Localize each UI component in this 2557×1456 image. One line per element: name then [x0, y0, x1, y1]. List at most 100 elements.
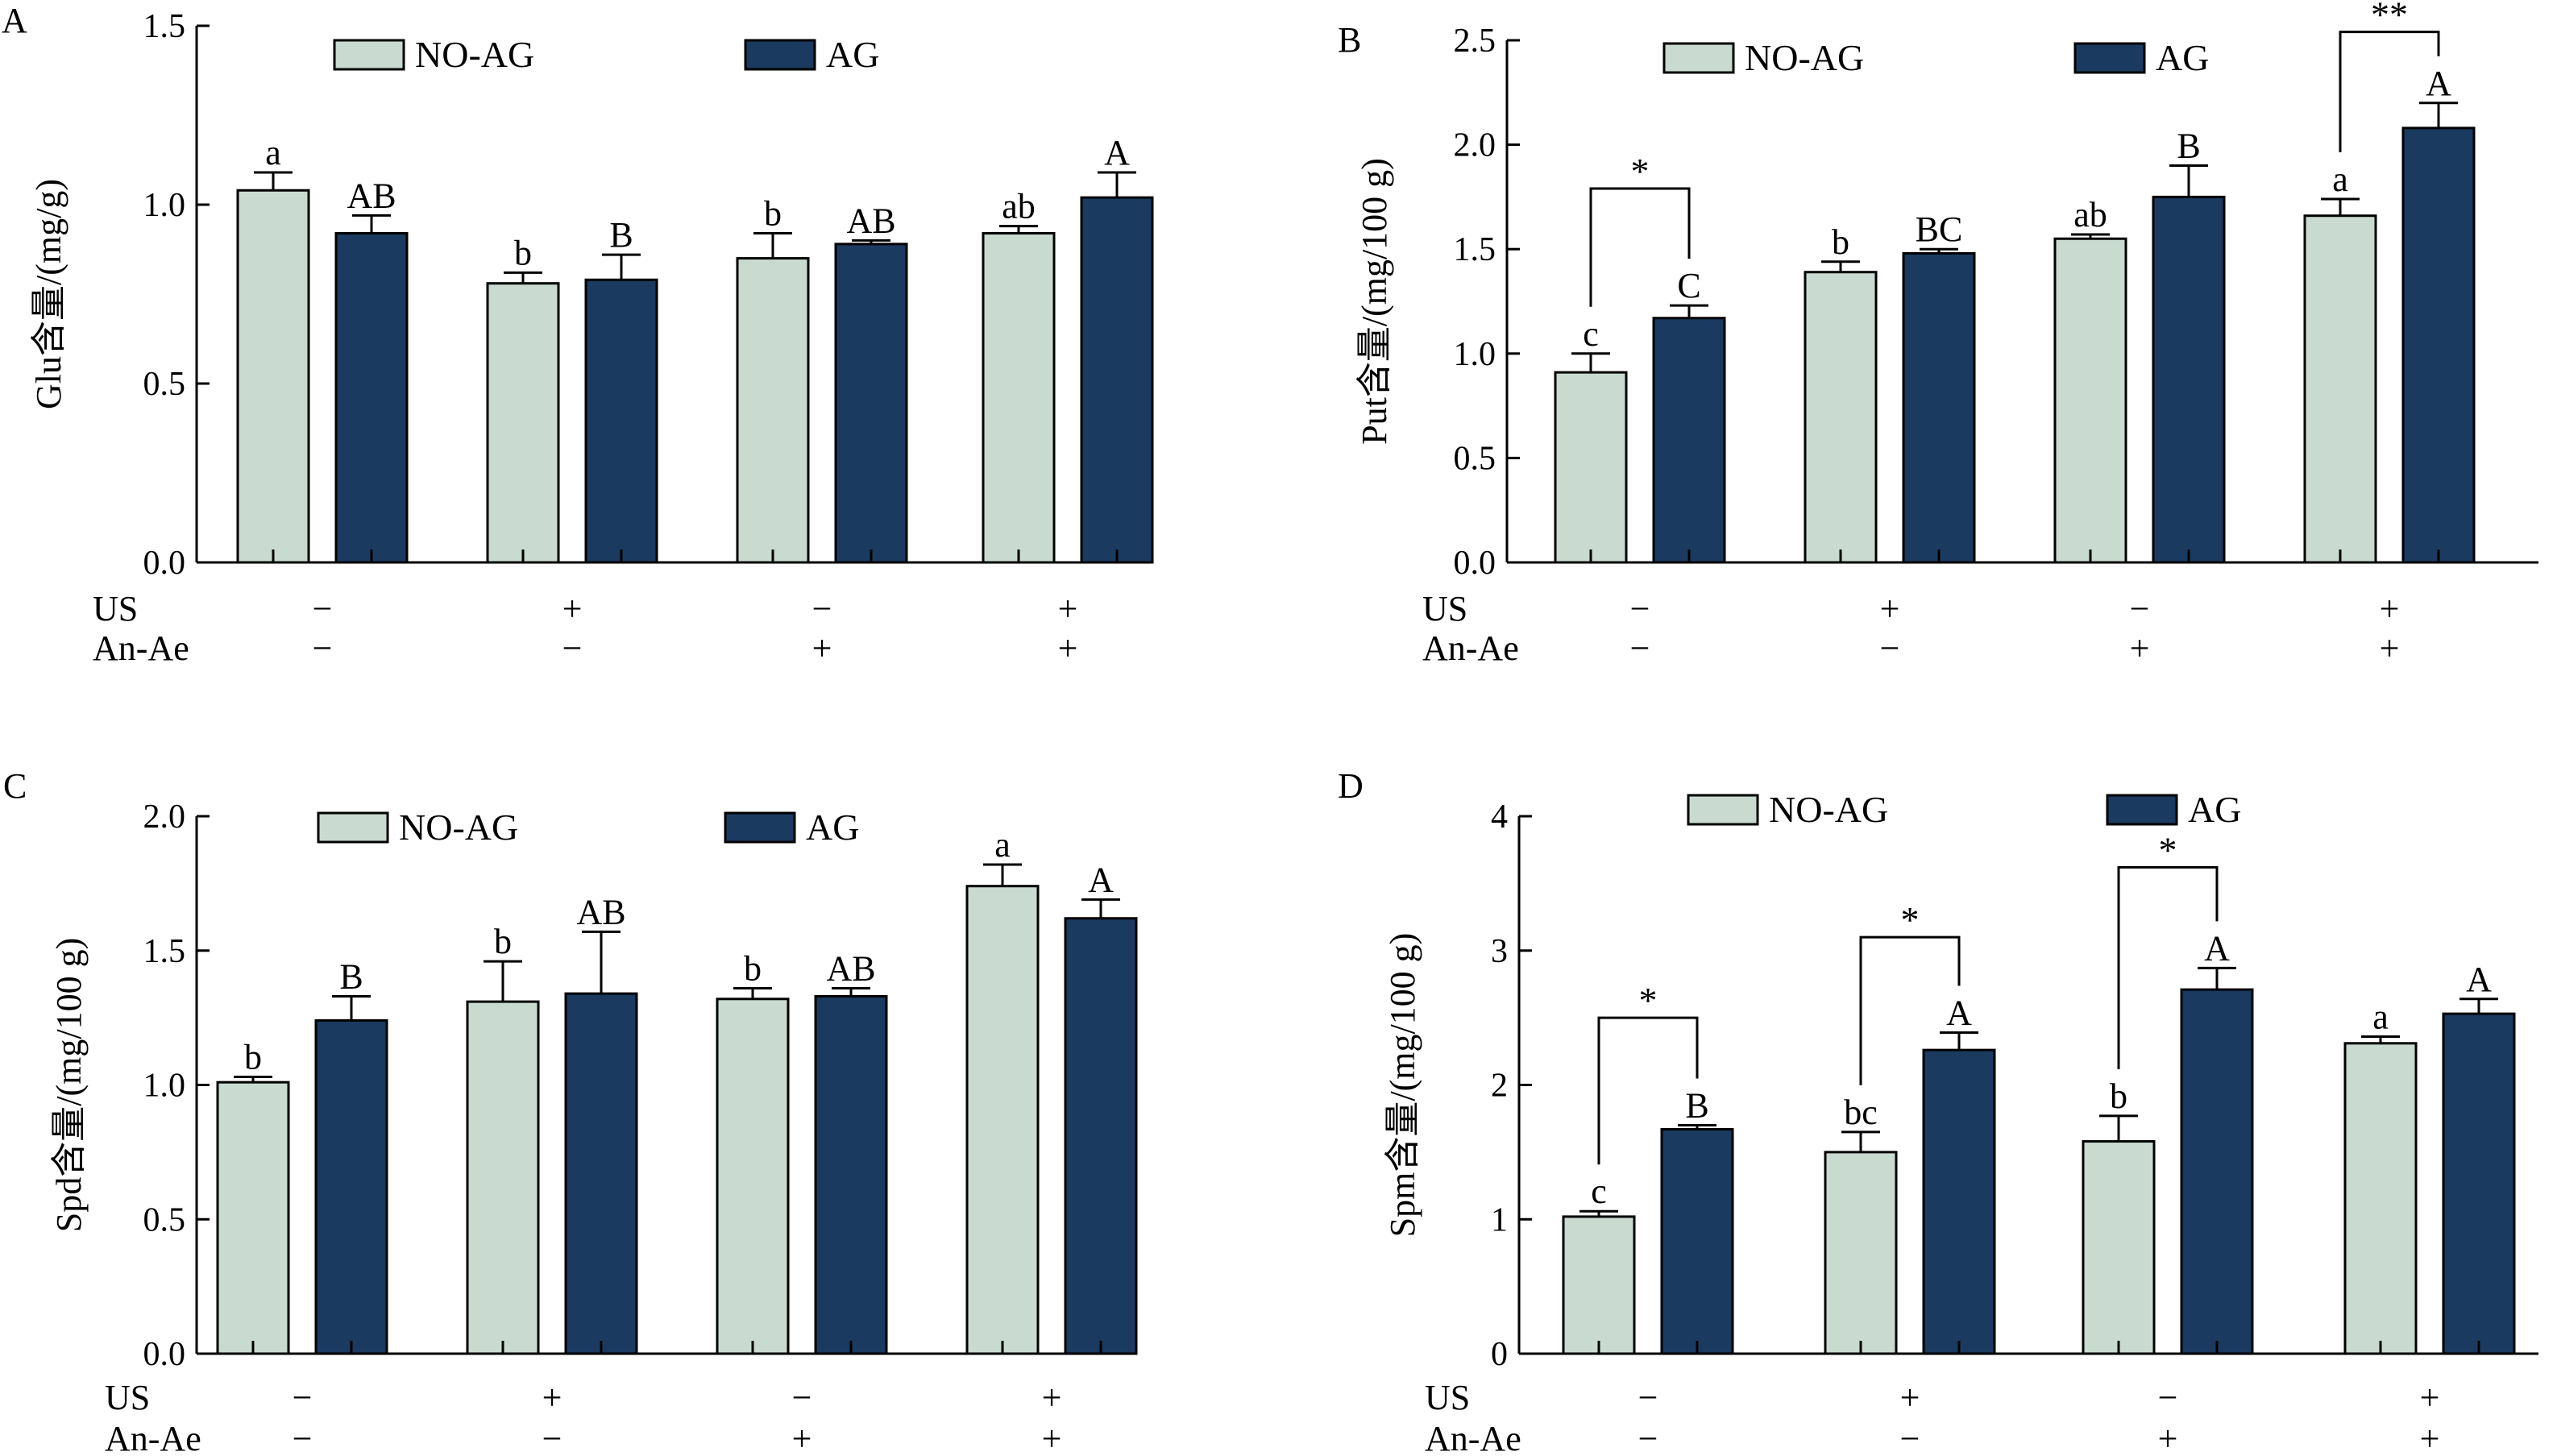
bar-no-ag: [216, 1081, 290, 1355]
bar-no-ag: [1804, 271, 1878, 564]
legend-label-ag: AG: [806, 807, 859, 848]
y-tick-label: 4: [1491, 799, 1508, 836]
bar-no-ag: [736, 257, 810, 564]
factor-an-ae-sign: +: [2420, 1419, 2440, 1456]
bar-no-ag: [1824, 1151, 1898, 1355]
significance-letter: B: [339, 956, 363, 996]
factor-us-sign: −: [313, 589, 333, 628]
legend-swatch-no-ag: [1662, 42, 1735, 74]
bar-no-ag: [2053, 237, 2127, 564]
y-tick-label: 1: [1491, 1201, 1508, 1238]
y-tick-label: 0.0: [143, 1336, 186, 1373]
significance-letter: AB: [576, 892, 625, 931]
significance-letter: ab: [1002, 187, 1036, 226]
bar-ag: [1902, 251, 1976, 564]
legend-swatch-ag: [2106, 794, 2178, 826]
bar-no-ag: [236, 189, 310, 564]
factor-an-ae-sign: −: [293, 1419, 313, 1456]
y-tick-label: 0.5: [1454, 440, 1496, 477]
significance-letter: a: [2372, 997, 2389, 1036]
y-tick-label: 3: [1491, 933, 1508, 970]
y-tick-label: 2.0: [143, 799, 186, 836]
significance-letter: ab: [2073, 195, 2107, 234]
comparison-bracket: [2117, 865, 2219, 1069]
bar-ag: [564, 992, 638, 1355]
y-tick-label: 0: [1491, 1336, 1508, 1373]
bar-no-ag: [2303, 214, 2377, 564]
significance-letter: c: [1583, 314, 1599, 354]
y-axis-label: Glu含量/(mg/g): [29, 179, 68, 409]
comparison-asterisk: *: [1639, 980, 1658, 1021]
significance-letter: A: [1104, 133, 1130, 172]
legend-label-ag: AG: [2156, 37, 2209, 78]
significance-letter: b: [514, 233, 532, 272]
significance-letter: b: [244, 1037, 262, 1076]
bar-no-ag: [716, 998, 790, 1355]
y-axis-label: Spm含量/(mg/100 g): [1383, 933, 1422, 1238]
factor-an-ae-sign: +: [1058, 628, 1078, 668]
bar-ag: [584, 278, 658, 564]
factor-us-sign: −: [812, 589, 832, 628]
comparison-asterisk: *: [1901, 899, 1920, 940]
factor-an-ae-sign: −: [313, 628, 333, 668]
significance-letter: A: [2466, 960, 2492, 999]
factor-label-an-ae: An-Ae: [1425, 1419, 1521, 1456]
factor-label-us: US: [93, 589, 138, 628]
significance-letter: BC: [1916, 209, 1963, 249]
bar-ag: [1922, 1048, 1996, 1355]
legend-swatch-ag: [724, 811, 796, 844]
y-tick-label: 1.5: [143, 8, 186, 45]
factor-us-sign: +: [2380, 589, 2400, 628]
legend-swatch-no-ag: [317, 811, 389, 844]
factor-an-ae-sign: +: [812, 628, 832, 668]
comparison-bracket: [1859, 935, 1961, 1085]
significance-letter: AB: [347, 176, 396, 215]
bar-no-ag: [965, 885, 1040, 1355]
factor-label-an-ae: An-Ae: [93, 628, 189, 668]
legend-swatch-ag: [2073, 42, 2146, 74]
factor-an-ae-sign: −: [1638, 1419, 1658, 1456]
significance-letter: b: [744, 948, 762, 988]
panel-label-a: A: [2, 1, 27, 40]
panel-label-d: D: [1338, 766, 1364, 806]
factor-us-sign: −: [2158, 1378, 2178, 1417]
bar-no-ag: [1562, 1215, 1636, 1355]
significance-letter: AB: [846, 201, 895, 240]
bar-ag: [2442, 1012, 2516, 1355]
factor-an-ae-sign: −: [1880, 628, 1900, 668]
significance-letter: c: [1591, 1172, 1607, 1211]
factor-us-sign: +: [562, 589, 583, 628]
factor-us-sign: −: [2130, 589, 2150, 628]
comparison-asterisk: *: [1631, 151, 1650, 192]
significance-letter: b: [1832, 222, 1849, 262]
significance-letter: B: [1685, 1086, 1708, 1126]
bar-ag: [1080, 196, 1154, 564]
bar-ag: [1660, 1128, 1734, 1355]
significance-letter: AB: [826, 948, 875, 988]
significance-letter: A: [1088, 860, 1114, 899]
significance-letter: A: [1946, 993, 1972, 1032]
factor-an-ae-sign: +: [792, 1419, 812, 1456]
bar-ag: [2180, 988, 2254, 1355]
significance-letter: a: [994, 825, 1011, 865]
factor-an-ae-sign: +: [2158, 1419, 2178, 1456]
factor-an-ae-sign: −: [542, 1419, 562, 1456]
comparison-bracket: [1589, 187, 1691, 307]
y-axis-label: Put含量/(mg/100 g): [1355, 158, 1394, 445]
panel-label-c: C: [3, 766, 27, 806]
legend-label-ag: AG: [2188, 789, 2241, 830]
y-tick-label: 1.5: [1454, 231, 1496, 268]
factor-an-ae-sign: +: [1042, 1419, 1062, 1456]
bar-no-ag: [466, 1000, 540, 1355]
factor-us-sign: +: [542, 1378, 562, 1417]
chart-panel-c: 0.0 0.5 1.0 1.5 2.0 Spd含量/(mg/100 g) NO-AG AG US…: [49, 799, 1138, 1456]
factor-label-us: US: [1422, 589, 1467, 628]
factor-us-sign: +: [1900, 1378, 1920, 1417]
significance-letter: a: [265, 133, 281, 172]
y-axis-label: Spd含量/(mg/100 g): [49, 938, 89, 1232]
legend-label-no-ag: NO-AG: [415, 34, 534, 75]
bar-no-ag: [982, 232, 1056, 564]
